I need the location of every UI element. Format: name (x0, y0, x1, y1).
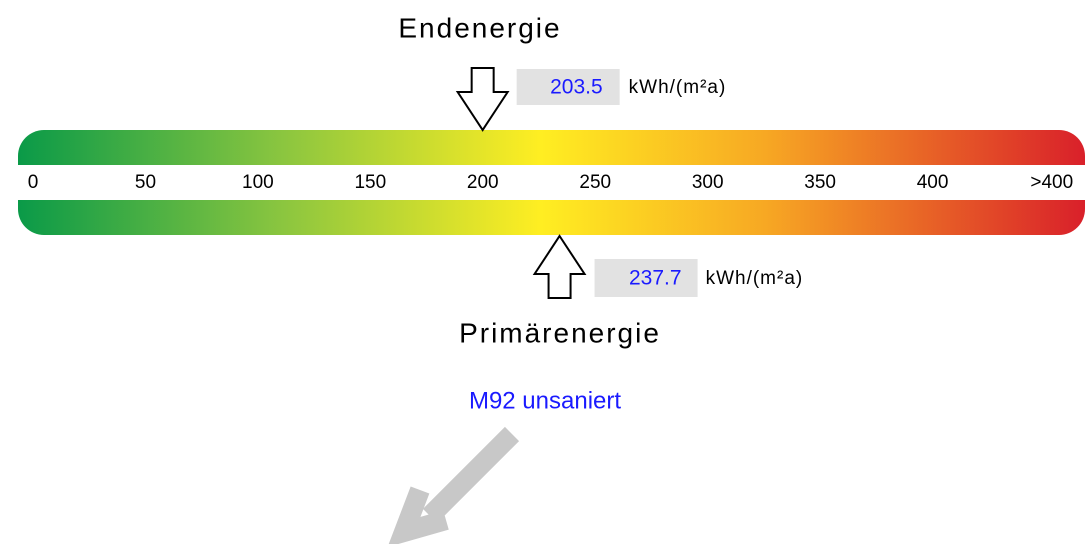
primary-value: 237.7 (629, 267, 682, 290)
final-value-box (516, 69, 620, 105)
final-title: Endenergie (398, 12, 561, 43)
primary-arrow (532, 234, 587, 299)
tick-label: >400 (1030, 172, 1073, 193)
final-unit: kWh/(m²a) (629, 77, 727, 98)
primary-unit: kWh/(m²a) (706, 268, 804, 289)
tick-label: 50 (135, 172, 156, 193)
gray-arrow (388, 426, 520, 544)
caption: M92 unsaniert (469, 387, 621, 414)
tick-label: 100 (242, 172, 274, 193)
tick-label: 300 (692, 172, 724, 193)
tick-label: 400 (917, 172, 949, 193)
primary-title: Primärenergie (459, 317, 661, 348)
tick-band (18, 165, 1085, 200)
tick-label: 200 (467, 172, 499, 193)
primary-value-box (594, 259, 698, 297)
tick-label: 350 (804, 172, 836, 193)
tick-label: 0 (28, 172, 39, 193)
final-arrow (455, 67, 510, 132)
tick-label: 250 (579, 172, 611, 193)
final-value: 203.5 (550, 76, 603, 99)
tick-label: 150 (354, 172, 386, 193)
